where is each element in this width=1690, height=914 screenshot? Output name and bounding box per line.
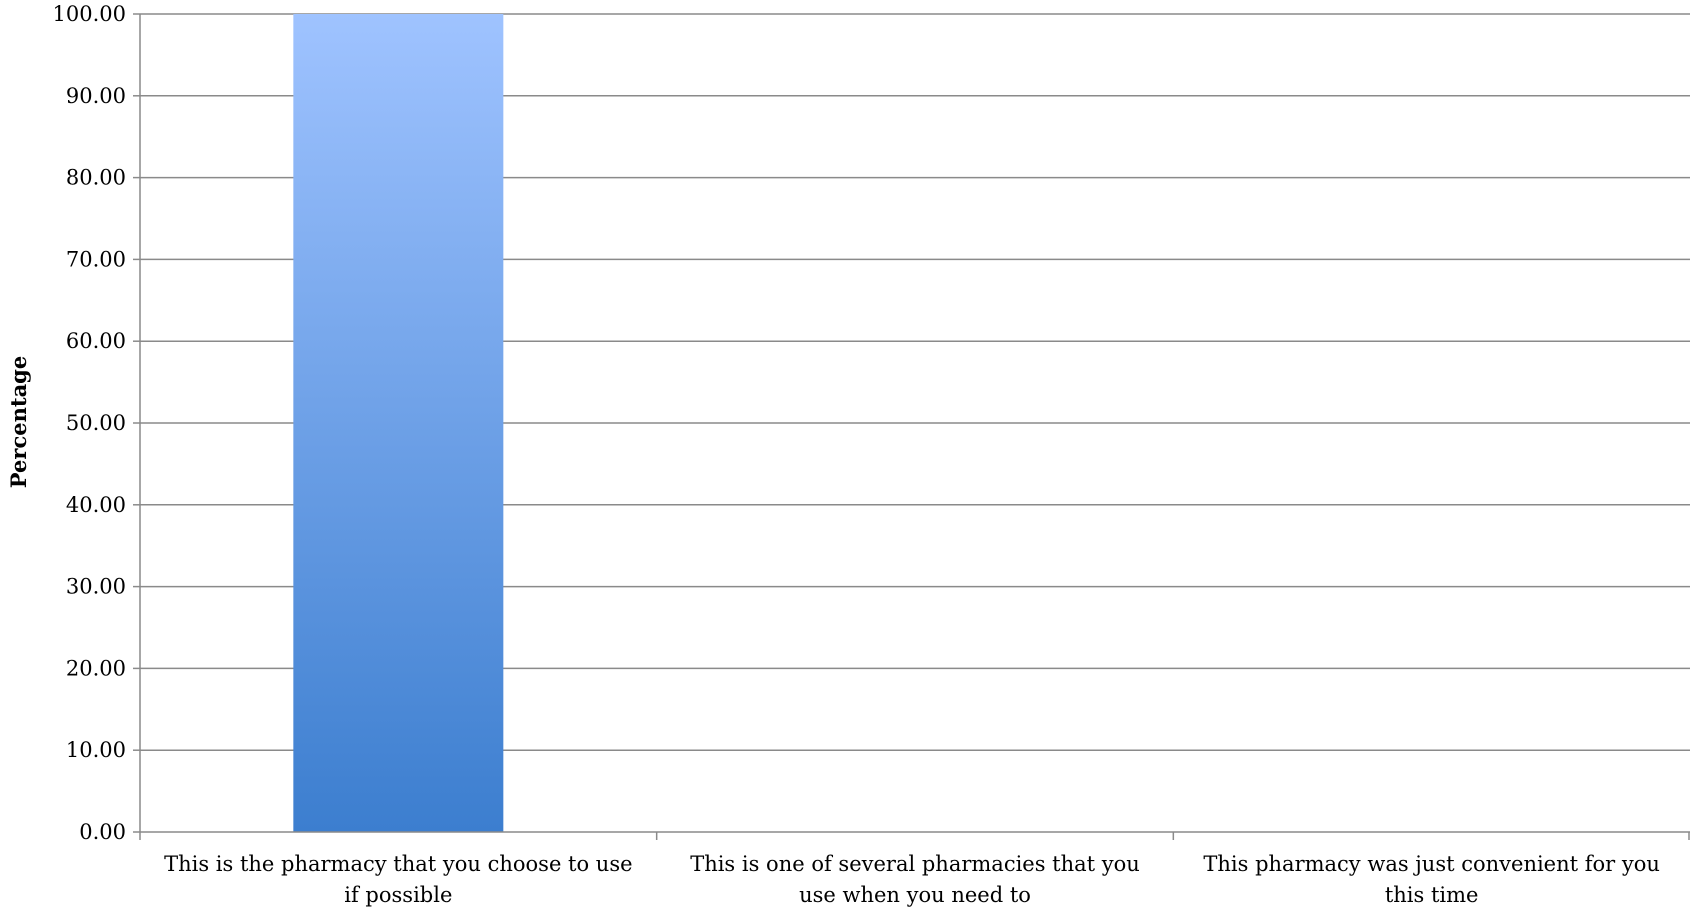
category-label-line: if possible xyxy=(344,883,452,907)
y-tick-label: 30.00 xyxy=(66,575,126,599)
y-tick-labels: 0.00 10.00 20.00 30.00 40.00 50.00 60.00 70.00 8… xyxy=(53,2,126,844)
category-label: This is one of several pharmacies that y… xyxy=(690,852,1140,907)
axes xyxy=(133,13,1690,840)
y-tick-label: 90.00 xyxy=(66,84,126,108)
y-tick-label: 20.00 xyxy=(66,656,126,680)
y-tick-label: 0.00 xyxy=(79,820,126,844)
category-label-line: use when you need to xyxy=(799,883,1031,907)
y-tick-label: 70.00 xyxy=(66,247,126,271)
y-tick-label: 100.00 xyxy=(53,2,126,26)
category-label-line: This pharmacy was just convenient for yo… xyxy=(1203,852,1660,876)
y-tick-label: 50.00 xyxy=(66,411,126,435)
bars xyxy=(293,14,504,832)
category-label-line: this time xyxy=(1385,883,1479,907)
y-tick-label: 40.00 xyxy=(66,493,126,517)
y-axis-title: Percentage xyxy=(6,356,31,488)
y-tick-label: 80.00 xyxy=(66,166,126,190)
category-label: This is the pharmacy that you choose to … xyxy=(164,852,632,907)
category-labels: This is the pharmacy that you choose to … xyxy=(164,852,1660,907)
bar xyxy=(293,14,504,832)
category-label-line: This is one of several pharmacies that y… xyxy=(690,852,1140,876)
category-label-line: This is the pharmacy that you choose to … xyxy=(164,852,632,876)
y-tick-label: 60.00 xyxy=(66,329,126,353)
y-tick-label: 10.00 xyxy=(66,738,126,762)
category-label: This pharmacy was just convenient for yo… xyxy=(1203,852,1660,907)
